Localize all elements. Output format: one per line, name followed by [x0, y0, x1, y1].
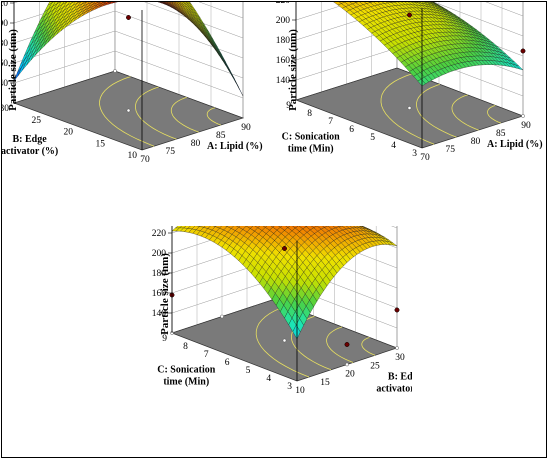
response-surface: [333, 2, 524, 87]
design-point-projection: [282, 338, 287, 343]
y-tick-label: 8: [307, 109, 312, 119]
x-tick-label: 25: [370, 361, 380, 371]
z-tick-label: 200: [276, 16, 290, 26]
design-point-projection: [395, 346, 399, 350]
y-tick-label: 15: [96, 139, 106, 149]
z-tick-label: 180: [2, 39, 8, 49]
x-tick-label: 10: [295, 386, 305, 396]
surface-facet: [292, 324, 301, 340]
x-tick-label: 75: [166, 147, 176, 157]
z-tick-label: 200: [2, 19, 8, 29]
design-point: [394, 307, 400, 313]
z-tick-label: 220: [276, 2, 290, 6]
surface-plot-lipid-edge-activator: 1401601802002202402607075808590101520253…: [2, 2, 274, 227]
x-tick-label: 70: [140, 155, 150, 165]
z-axis-title: Particle size (nm): [7, 29, 19, 111]
floor-contour: [99, 76, 155, 147]
floor-contour: [170, 96, 199, 133]
floor-contour: [206, 107, 221, 126]
x-tick-label: 80: [191, 139, 201, 149]
y-tick-label: 5: [246, 366, 251, 376]
surface-facet: [107, 2, 115, 5]
surface-facet: [285, 226, 291, 228]
y-tick-label: 20: [64, 128, 74, 138]
y-tick-label: 3: [412, 149, 417, 159]
floor-contour: [416, 83, 457, 138]
y-tick-label: 9: [286, 101, 291, 111]
y-tick-label: 30: [2, 104, 9, 114]
x-tick-label: 15: [320, 378, 330, 388]
floor-contour: [326, 326, 354, 363]
design-point-projection: [113, 69, 117, 73]
surface-facet: [112, 2, 117, 4]
x-tick-label: 30: [395, 353, 405, 363]
y-tick-label: 7: [204, 350, 209, 360]
surface-plot-lipid-sonication-time: 14016018020022024026070758085903456789A:…: [276, 2, 548, 227]
z-gridline: [13, 2, 244, 19]
design-point-projection: [407, 106, 412, 110]
z-tick-label: 140: [152, 309, 167, 319]
y-tick-label: 5: [370, 133, 375, 143]
y-tick-label: 4: [266, 374, 271, 384]
x-axis-title: A: Lipid (%): [207, 141, 263, 152]
x-tick-label: 85: [216, 131, 226, 141]
x-tick-label: 80: [471, 137, 481, 147]
x-axis-title: A: Lipid (%): [487, 139, 543, 150]
z-tick-label: 160: [276, 56, 290, 66]
y-tick-label: 4: [391, 141, 396, 151]
z-tick-label: 220: [152, 229, 167, 239]
design-point: [126, 15, 131, 20]
surface-facet: [262, 226, 268, 228]
z-tick-label: 160: [152, 289, 167, 299]
x-tick-label: 90: [241, 123, 251, 133]
x-tick-label: 90: [521, 121, 531, 131]
x-tick-label: 75: [446, 145, 456, 155]
y-tick-label: 6: [349, 125, 354, 135]
z-axis-title: Particle size (nm): [159, 253, 171, 335]
design-point-projection: [345, 362, 349, 367]
y-tick-label: 6: [225, 358, 230, 368]
y-tick-label: 7: [328, 117, 333, 127]
x-tick-label: 20: [345, 370, 355, 380]
floor-contour: [380, 73, 435, 145]
x-tick-label: 85: [496, 129, 506, 139]
design-point-projection: [126, 108, 131, 113]
design-point: [407, 12, 412, 18]
y-axis-title: B: Edge activator (%): [2, 134, 58, 157]
design-point-projection: [521, 114, 525, 118]
z-tick-label: 180: [152, 269, 167, 279]
y-tick-label: 10: [128, 151, 138, 161]
z-tick-label: 160: [2, 59, 8, 69]
y-tick-label: 25: [32, 116, 42, 126]
floor-contour: [255, 305, 310, 378]
design-point-projection: [220, 314, 224, 319]
surface-facet: [278, 226, 283, 228]
floor-contour: [451, 94, 479, 131]
y-axis-title: C: Sonication time (Min): [157, 365, 216, 388]
floor-contour: [361, 337, 376, 356]
z-tick-label: 140: [276, 76, 290, 86]
z-axis-title: Particle size (nm): [287, 29, 299, 111]
z-tick-label: 200: [152, 249, 167, 259]
floor-contour: [487, 105, 501, 124]
z-tick-label: 140: [2, 79, 8, 89]
floor-contour: [135, 86, 177, 140]
x-tick-label: 70: [420, 153, 430, 163]
z-tick-label: 220: [2, 2, 8, 9]
design-point: [520, 48, 526, 54]
design-point: [282, 246, 287, 251]
y-tick-label: 3: [287, 382, 292, 392]
surface-facet: [270, 226, 275, 228]
y-tick-label: 9: [162, 334, 167, 344]
surface-facet: [158, 2, 163, 4]
response-surface: [13, 2, 244, 97]
z-tick-label: 180: [276, 36, 290, 46]
design-point: [344, 342, 350, 347]
y-tick-label: 8: [183, 342, 188, 352]
surface-plot-edge-activator-sonication-time: 14016018020022024026010152025303456789B:…: [140, 226, 412, 456]
y-axis-title: C: Sonication time (Min): [282, 132, 341, 155]
